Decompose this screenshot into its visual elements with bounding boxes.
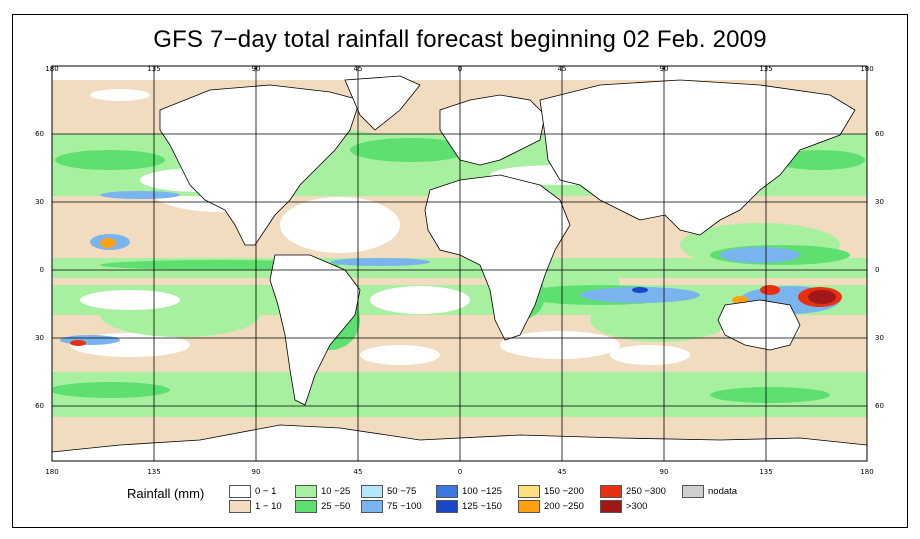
lon-label: 135: [147, 65, 160, 73]
figure-frame: [12, 14, 908, 528]
lon-label: 0: [458, 65, 462, 73]
top-longitude-labels: 180 135 90 45 0 45 90 135 180: [45, 65, 873, 73]
lat-label: 0: [875, 266, 879, 274]
lon-label: 135: [147, 468, 160, 476]
north-america: [159, 84, 361, 246]
lat-label: 30: [875, 198, 884, 206]
legend-label: 200 −250: [544, 501, 584, 512]
legend-label: 150 −200: [544, 486, 584, 497]
legend-swatch-1-10: [229, 500, 251, 513]
map-border: [51, 65, 868, 462]
legend-label: 125 −150: [462, 501, 502, 512]
legend-label: nodata: [708, 486, 738, 497]
legend-label: 10 −25: [321, 486, 351, 497]
greenland: [344, 75, 421, 131]
australia: [717, 299, 801, 351]
map-plot-area: [52, 66, 867, 461]
legend-swatch-250-300: [600, 485, 622, 498]
legend-label: >300: [626, 501, 648, 512]
lon-label: 0: [458, 468, 462, 476]
left-latitude-labels: 60 30 0 30 60: [35, 130, 44, 410]
legend-label: 25 −50: [321, 501, 351, 512]
legend-label: 50 −75: [387, 486, 417, 497]
lat-label: 30: [35, 334, 44, 342]
legend-swatch-10-25: [295, 485, 317, 498]
legend-label: 250 −300: [626, 486, 666, 497]
lon-label: 45: [558, 468, 567, 476]
lon-label: 90: [252, 65, 261, 73]
lon-label: 90: [660, 65, 669, 73]
legend-swatch-125-150: [436, 500, 458, 513]
lat-label: 30: [35, 198, 44, 206]
lon-label: 135: [759, 65, 772, 73]
tick-marks: [51, 66, 868, 72]
lon-label: 45: [354, 65, 363, 73]
legend-swatch-200-250: [518, 500, 540, 513]
legend-label: 75 −100: [387, 501, 422, 512]
legend-swatch-50-75: [361, 485, 383, 498]
lat-label: 60: [35, 402, 44, 410]
legend-title: Rainfall (mm): [127, 486, 205, 501]
legend-swatch-over-300: [600, 500, 622, 513]
legend-label: 1 − 10: [255, 501, 282, 512]
lon-label: 180: [860, 468, 873, 476]
map-title: GFS 7−day total rainfall forecast beginn…: [153, 26, 767, 53]
legend-swatch-0-1: [229, 485, 251, 498]
lat-label: 30: [875, 334, 884, 342]
lat-label: 60: [35, 130, 44, 138]
legend-swatch-150-200: [518, 485, 540, 498]
lon-label: 45: [558, 65, 567, 73]
lat-label: 0: [40, 266, 44, 274]
lon-label: 180: [45, 65, 58, 73]
legend-swatch-25-50: [295, 500, 317, 513]
legend-label: 100 −125: [462, 486, 502, 497]
right-latitude-labels: 60 30 0 30 60: [875, 130, 884, 410]
lon-label: 180: [45, 468, 58, 476]
lon-label: 90: [660, 468, 669, 476]
legend-swatch-100-125: [436, 485, 458, 498]
lat-label: 60: [875, 130, 884, 138]
graticule: [52, 66, 867, 461]
legend-label: 0 − 1: [255, 486, 277, 497]
legend-swatch-75-100: [361, 500, 383, 513]
lon-label: 90: [252, 468, 261, 476]
europe: [439, 94, 546, 166]
south-america: [269, 254, 361, 406]
bottom-longitude-labels: 180 135 90 45 0 45 90 135 180: [45, 468, 873, 476]
lon-label: 180: [860, 65, 873, 73]
lat-label: 60: [875, 402, 884, 410]
asia: [539, 79, 856, 236]
africa: [424, 174, 571, 341]
lon-label: 45: [354, 468, 363, 476]
lon-label: 135: [759, 468, 772, 476]
legend-swatch-nodata: [682, 485, 704, 498]
